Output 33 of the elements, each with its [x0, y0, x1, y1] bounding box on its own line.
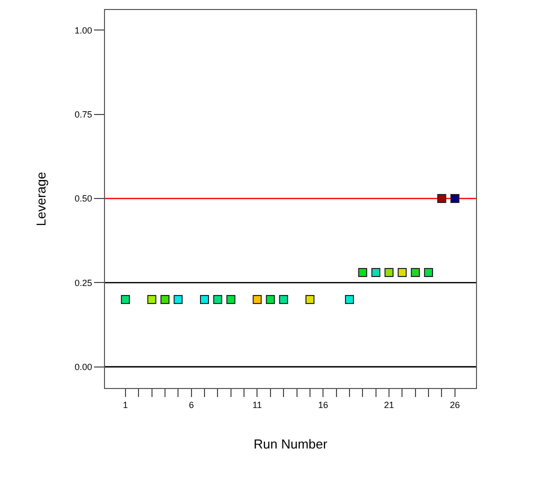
x-tick-label: 16 — [318, 400, 328, 410]
point — [213, 294, 222, 304]
point — [266, 294, 275, 304]
point — [450, 194, 460, 203]
point — [200, 294, 209, 304]
point — [437, 194, 446, 203]
y-tick-label: 0.50 — [74, 194, 92, 204]
point — [279, 294, 288, 304]
y-axis-title: Leverage — [34, 172, 49, 226]
y-tick-label: 1.00 — [74, 25, 92, 36]
point — [120, 294, 130, 304]
point — [160, 294, 170, 304]
x-tick-label: 6 — [188, 400, 194, 410]
point — [174, 294, 183, 304]
point — [226, 294, 236, 304]
point — [424, 268, 434, 278]
x-axis-title: Run Number — [254, 436, 328, 452]
point — [371, 268, 380, 278]
point — [358, 268, 368, 278]
x-tick-label: 26 — [450, 400, 460, 410]
point — [147, 294, 156, 304]
y-tick-label: 0.75 — [74, 110, 92, 120]
point — [344, 294, 354, 304]
point — [384, 268, 394, 278]
x-tick-label: 11 — [252, 400, 262, 410]
point — [305, 294, 314, 304]
y-tick-label: 0.25 — [74, 278, 92, 288]
x-tick-label: 21 — [384, 400, 394, 410]
x-tick-label: 1 — [122, 400, 128, 410]
y-tick-label: 0.00 — [74, 362, 92, 372]
point — [410, 268, 420, 278]
point — [398, 268, 407, 278]
point — [252, 294, 262, 304]
